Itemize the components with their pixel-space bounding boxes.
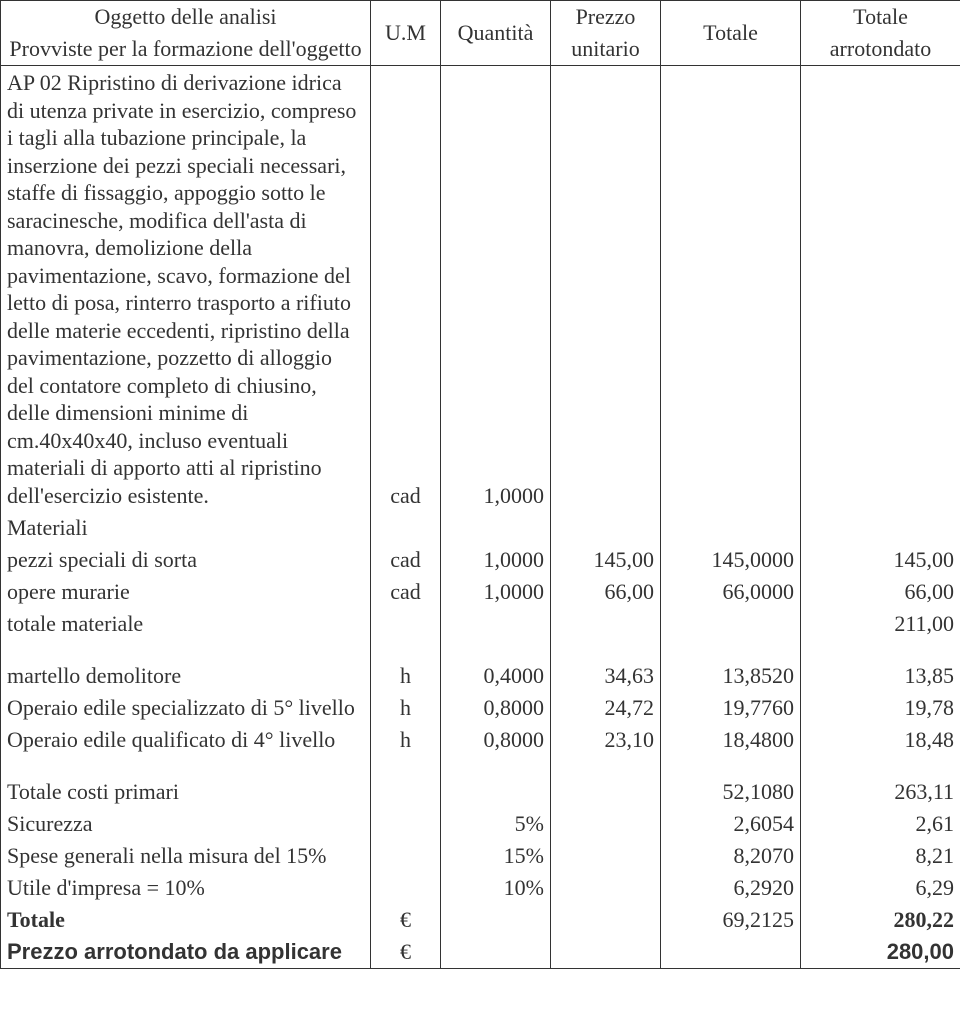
totale-materiale-value: 211,00 bbox=[801, 608, 960, 640]
totale-materiale-row: totale materiale 211,00 bbox=[1, 608, 960, 640]
summary-tota: 263,11 bbox=[801, 776, 960, 808]
description-row: AP 02 Ripristino di derivazione idrica d… bbox=[1, 66, 960, 513]
summary-primari: Totale costi primari 52,1080 263,11 bbox=[1, 776, 960, 808]
description-text: AP 02 Ripristino di derivazione idrica d… bbox=[7, 69, 364, 509]
row-pu: 23,10 bbox=[551, 724, 661, 756]
summary-sicurezza: Sicurezza 5% 2,6054 2,61 bbox=[1, 808, 960, 840]
summary-spese: Spese generali nella misura del 15% 15% … bbox=[1, 840, 960, 872]
summary-label: Totale bbox=[1, 904, 371, 936]
summary-label: Spese generali nella misura del 15% bbox=[1, 840, 371, 872]
table-row: Operaio edile qualificato di 4° livello … bbox=[1, 724, 960, 756]
row-qty: 0,8000 bbox=[441, 692, 551, 724]
row-pu: 66,00 bbox=[551, 576, 661, 608]
summary-tota: 8,21 bbox=[801, 840, 960, 872]
row-tot: 66,0000 bbox=[661, 576, 801, 608]
summary-tot: 52,1080 bbox=[661, 776, 801, 808]
row-tota: 18,48 bbox=[801, 724, 960, 756]
row-tot: 145,0000 bbox=[661, 544, 801, 576]
hdr-tot: Totale bbox=[661, 1, 801, 66]
table-row: Operaio edile specializzato di 5° livell… bbox=[1, 692, 960, 724]
spacer-row bbox=[1, 756, 960, 776]
currency-symbol: € bbox=[371, 904, 441, 936]
hdr-tota-2: arrotondato bbox=[801, 33, 960, 66]
summary-tot: 6,2920 bbox=[661, 872, 801, 904]
currency-symbol: € bbox=[371, 936, 441, 969]
hdr-tota-1: Totale bbox=[801, 1, 960, 34]
table-row: martello demolitore h 0,4000 34,63 13,85… bbox=[1, 660, 960, 692]
table-row: opere murarie cad 1,0000 66,00 66,0000 6… bbox=[1, 576, 960, 608]
row-tota: 19,78 bbox=[801, 692, 960, 724]
row-um: cad bbox=[371, 544, 441, 576]
row-pu: 24,72 bbox=[551, 692, 661, 724]
summary-tota: 280,00 bbox=[801, 936, 960, 969]
row-um: cad bbox=[371, 576, 441, 608]
row-um: h bbox=[371, 724, 441, 756]
row-um: h bbox=[371, 660, 441, 692]
desc-qty: 1,0000 bbox=[441, 66, 551, 513]
summary-tota: 280,22 bbox=[801, 904, 960, 936]
summary-tota: 6,29 bbox=[801, 872, 960, 904]
row-tot: 13,8520 bbox=[661, 660, 801, 692]
summary-prezzo: Prezzo arrotondato da applicare € 280,00 bbox=[1, 936, 960, 969]
summary-pct: 15% bbox=[441, 840, 551, 872]
summary-pct: 5% bbox=[441, 808, 551, 840]
hdr-desc-1: Oggetto delle analisi bbox=[1, 1, 371, 34]
spacer-row bbox=[1, 640, 960, 660]
row-label: martello demolitore bbox=[1, 660, 371, 692]
table-row: pezzi speciali di sorta cad 1,0000 145,0… bbox=[1, 544, 960, 576]
materiali-label: Materiali bbox=[1, 512, 371, 544]
hdr-um: U.M bbox=[371, 1, 441, 66]
row-tot: 19,7760 bbox=[661, 692, 801, 724]
summary-label: Totale costi primari bbox=[1, 776, 371, 808]
row-label: pezzi speciali di sorta bbox=[1, 544, 371, 576]
row-pu: 34,63 bbox=[551, 660, 661, 692]
summary-label: Prezzo arrotondato da applicare bbox=[1, 936, 371, 969]
row-label: opere murarie bbox=[1, 576, 371, 608]
row-qty: 0,8000 bbox=[441, 724, 551, 756]
summary-tota: 2,61 bbox=[801, 808, 960, 840]
row-pu: 145,00 bbox=[551, 544, 661, 576]
row-qty: 0,4000 bbox=[441, 660, 551, 692]
row-label: Operaio edile specializzato di 5° livell… bbox=[1, 692, 371, 724]
row-tota: 66,00 bbox=[801, 576, 960, 608]
summary-utile: Utile d'impresa = 10% 10% 6,2920 6,29 bbox=[1, 872, 960, 904]
hdr-qty: Quantità bbox=[441, 1, 551, 66]
row-tot: 18,4800 bbox=[661, 724, 801, 756]
summary-pct: 10% bbox=[441, 872, 551, 904]
row-qty: 1,0000 bbox=[441, 576, 551, 608]
summary-tot: 69,2125 bbox=[661, 904, 801, 936]
row-qty: 1,0000 bbox=[441, 544, 551, 576]
summary-tot: 8,2070 bbox=[661, 840, 801, 872]
summary-label: Sicurezza bbox=[1, 808, 371, 840]
hdr-pu-1: Prezzo bbox=[551, 1, 661, 34]
summary-label: Utile d'impresa = 10% bbox=[1, 872, 371, 904]
summary-tot: 2,6054 bbox=[661, 808, 801, 840]
row-tota: 13,85 bbox=[801, 660, 960, 692]
row-label: Operaio edile qualificato di 4° livello bbox=[1, 724, 371, 756]
materiali-row: Materiali bbox=[1, 512, 960, 544]
hdr-pu-2: unitario bbox=[551, 33, 661, 66]
desc-um: cad bbox=[371, 66, 441, 513]
header-row-1: Oggetto delle analisi U.M Quantità Prezz… bbox=[1, 1, 960, 34]
hdr-desc-2: Provviste per la formazione dell'oggetto bbox=[1, 33, 371, 66]
summary-totale: Totale € 69,2125 280,22 bbox=[1, 904, 960, 936]
row-tota: 145,00 bbox=[801, 544, 960, 576]
analysis-table: Oggetto delle analisi U.M Quantità Prezz… bbox=[0, 0, 960, 969]
row-um: h bbox=[371, 692, 441, 724]
totale-materiale-label: totale materiale bbox=[1, 608, 371, 640]
